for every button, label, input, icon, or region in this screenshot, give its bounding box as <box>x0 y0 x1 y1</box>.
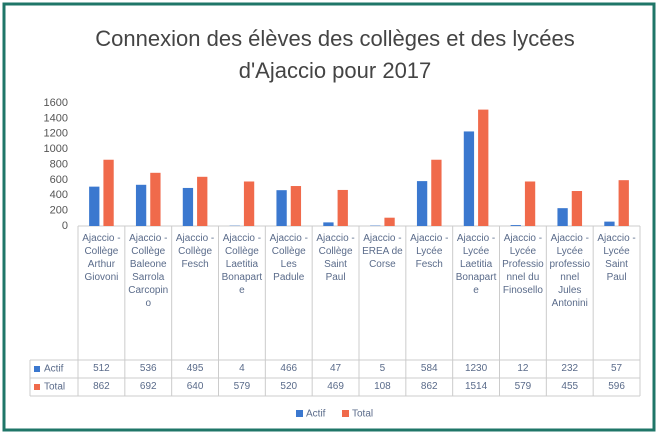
bar <box>290 186 302 226</box>
table-series-label: Actif <box>44 364 64 375</box>
table-value: 466 <box>280 363 298 374</box>
bar <box>197 176 208 226</box>
y-tick-label: 1400 <box>44 112 68 124</box>
table-value: 579 <box>233 381 251 392</box>
chart-title: Connexion des élèves des collèges et des… <box>95 26 574 51</box>
bar <box>416 181 428 226</box>
x-tick-label: Ajaccio - Lycée Saint Paul <box>597 233 636 283</box>
table-value: 596 <box>608 381 625 392</box>
bar <box>182 187 194 226</box>
x-tick-label: Ajaccio - Lycée Laetitia Bonaparte <box>455 233 497 296</box>
table-value: 1514 <box>464 381 488 392</box>
table-value: 455 <box>561 381 579 392</box>
table-value: 1230 <box>464 363 488 374</box>
x-tick-label: Ajaccio - Lycée professionnel Jules Anto… <box>549 233 591 309</box>
table-value: 5 <box>379 363 386 374</box>
table-value: 12 <box>517 363 529 374</box>
bar <box>323 222 334 226</box>
y-tick-label: 800 <box>50 158 68 170</box>
table-value: 520 <box>280 381 298 392</box>
table-value: 692 <box>139 381 157 392</box>
x-tick-label: Ajaccio - Collège Laetitia Bonaparte <box>221 233 263 296</box>
x-tick-label: Ajaccio - Lycée Professionnel du Finosel… <box>502 233 544 296</box>
bar <box>524 181 536 226</box>
bar <box>478 109 489 226</box>
y-tick-label: 0 <box>62 220 68 232</box>
bar <box>243 181 255 226</box>
bar <box>604 221 615 226</box>
table-value: 108 <box>374 381 391 392</box>
x-tick-label: Ajaccio - Collège Baleone Sarrola Carcop… <box>128 233 169 309</box>
bar <box>150 172 161 226</box>
bar <box>557 208 568 226</box>
y-tick-label: 1000 <box>44 143 68 155</box>
y-tick-label: 1600 <box>44 97 68 109</box>
x-tick-label: Ajaccio - EREA de Corse <box>362 233 403 270</box>
y-tick-label: 600 <box>50 174 68 186</box>
table-value: 495 <box>186 363 204 374</box>
legend-label: Actif <box>306 409 326 420</box>
y-tick-label: 1200 <box>44 128 68 140</box>
table-value: 57 <box>611 363 623 374</box>
x-tick-label: Ajaccio - Collège Saint Paul <box>316 233 355 283</box>
bar <box>89 186 100 226</box>
table-value: 584 <box>420 363 438 374</box>
table-value: 232 <box>561 363 579 374</box>
table-series-label: Total <box>44 382 65 393</box>
table-value: 47 <box>330 363 342 374</box>
table-value: 862 <box>93 381 110 392</box>
legend-swatch <box>342 410 349 417</box>
bar <box>135 184 147 226</box>
x-tick-label: Ajaccio - Collège Fesch <box>175 233 215 270</box>
y-tick-label: 400 <box>50 189 68 201</box>
x-tick-label: Ajaccio - Lycée Fesch <box>410 233 449 270</box>
table-value: 469 <box>327 381 344 392</box>
legend-swatch <box>34 384 40 390</box>
chart-title: d'Ajaccio pour 2017 <box>239 58 432 83</box>
legend-swatch <box>296 410 303 417</box>
table-value: 512 <box>93 363 110 374</box>
x-tick-label: Ajaccio - Collège Les Padule <box>269 233 308 283</box>
bar <box>510 225 521 226</box>
bar <box>103 159 114 226</box>
y-tick-label: 200 <box>50 205 68 217</box>
bar <box>276 190 287 226</box>
table-value: 862 <box>420 381 438 392</box>
bar <box>571 191 583 226</box>
bar <box>463 131 475 226</box>
x-tick-label: Ajaccio - Collège Arthur Giovoni <box>82 233 121 283</box>
bar <box>384 217 395 226</box>
bar <box>337 189 348 226</box>
table-value: 579 <box>514 381 532 392</box>
bar <box>618 180 629 226</box>
legend-label: Total <box>352 409 373 420</box>
legend-swatch <box>34 366 40 372</box>
table-value: 4 <box>239 363 245 374</box>
table-value: 640 <box>186 381 204 392</box>
table-value: 536 <box>139 363 157 374</box>
bar <box>431 159 442 226</box>
